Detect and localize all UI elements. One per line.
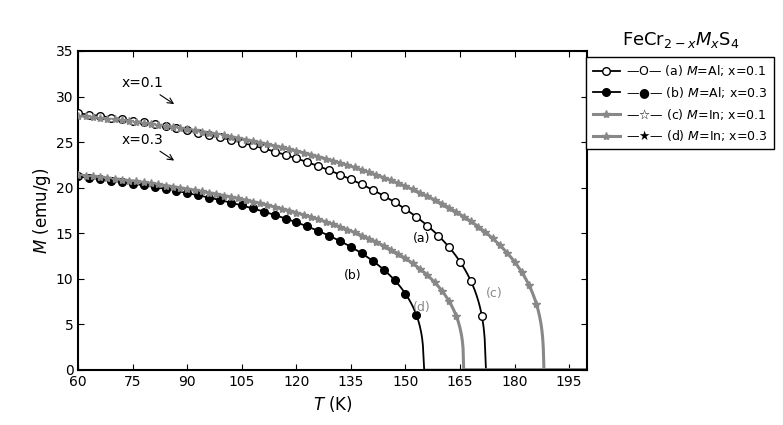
Text: (c): (c) <box>485 287 502 300</box>
Text: (b): (b) <box>344 269 361 282</box>
Text: x=0.1: x=0.1 <box>122 76 173 103</box>
Text: (a): (a) <box>413 232 430 245</box>
X-axis label: $T$ (K): $T$ (K) <box>313 394 352 414</box>
Text: FeCr$_{2-x}$$M$$_x$S$_4$: FeCr$_{2-x}$$M$$_x$S$_4$ <box>622 30 740 50</box>
Legend: —O— (a) $M$=Al; x=0.1, —●— (b) $M$=Al; x=0.3, —☆— (c) $M$=In; x=0.1, —★— (d) $M$: —O— (a) $M$=Al; x=0.1, —●— (b) $M$=Al; x… <box>586 57 774 149</box>
Text: (d): (d) <box>413 300 431 314</box>
Y-axis label: $M$ (emu/g): $M$ (emu/g) <box>31 167 53 254</box>
Text: x=0.3: x=0.3 <box>122 133 173 160</box>
